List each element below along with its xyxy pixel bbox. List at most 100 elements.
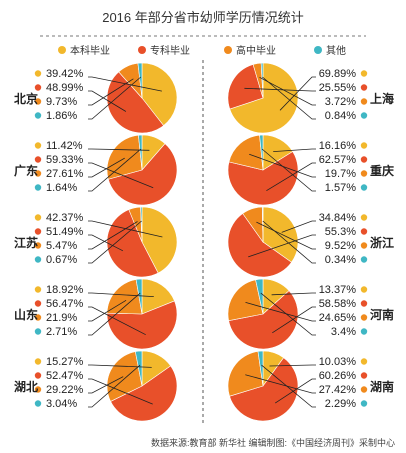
value-dot bbox=[34, 112, 42, 119]
value-label: 27.42% bbox=[319, 384, 357, 396]
value-label: 55.3% bbox=[325, 226, 356, 238]
value-dot bbox=[34, 386, 42, 393]
value-dot bbox=[360, 286, 368, 293]
leader-line bbox=[281, 220, 316, 233]
pie-湖北: 15.27% 52.47% 29.22% 3.04% 湖北 bbox=[14, 350, 178, 422]
value-dot bbox=[34, 98, 42, 105]
value-label: 9.52% bbox=[325, 240, 356, 252]
pie-slice bbox=[135, 278, 143, 315]
value-dot bbox=[360, 70, 368, 77]
leader-line bbox=[248, 234, 316, 258]
pie-slice bbox=[137, 62, 143, 99]
value-dot bbox=[34, 400, 42, 407]
value-label: 2.71% bbox=[46, 326, 77, 338]
value-label: 19.7% bbox=[325, 168, 356, 180]
legend-label: 其他 bbox=[326, 44, 346, 57]
leader-line bbox=[88, 148, 150, 151]
region-name: 上海 bbox=[370, 91, 394, 106]
leader-line bbox=[88, 299, 127, 322]
value-dot bbox=[360, 156, 368, 163]
legend-swatch bbox=[138, 46, 146, 54]
leader-line bbox=[88, 157, 125, 178]
pie-上海: 69.89% 25.55% 3.72% 0.84% 上海 bbox=[227, 62, 394, 134]
pie-slice bbox=[228, 290, 299, 350]
value-dot bbox=[34, 170, 42, 177]
leader-line bbox=[88, 76, 142, 120]
legend-swatch bbox=[224, 46, 232, 54]
leader-line bbox=[88, 292, 154, 297]
leader-line bbox=[88, 221, 138, 250]
pie-slice bbox=[227, 213, 292, 278]
leader-line bbox=[245, 302, 316, 322]
value-dot bbox=[360, 314, 368, 321]
value-label: 3.72% bbox=[325, 96, 356, 108]
pie-slice bbox=[140, 206, 143, 243]
value-label: 25.55% bbox=[319, 82, 357, 94]
value-dot bbox=[34, 142, 42, 149]
region-name: 广东 bbox=[14, 163, 38, 178]
value-label: 16.16% bbox=[319, 140, 357, 152]
value-label: 52.47% bbox=[46, 370, 84, 382]
value-label: 21.9% bbox=[46, 312, 77, 324]
value-dot bbox=[360, 112, 368, 119]
value-dot bbox=[34, 84, 42, 91]
value-dot bbox=[34, 156, 42, 163]
value-label: 0.34% bbox=[325, 254, 356, 266]
value-label: 34.84% bbox=[319, 212, 357, 224]
value-dot bbox=[360, 242, 368, 249]
value-label: 11.42% bbox=[46, 140, 83, 152]
pie-slice bbox=[229, 357, 299, 422]
value-dot bbox=[34, 314, 42, 321]
pie-slice bbox=[262, 206, 299, 263]
value-label: 0.67% bbox=[46, 254, 77, 266]
leader-line bbox=[88, 306, 146, 336]
leader-line bbox=[88, 76, 162, 92]
leader-line bbox=[279, 76, 316, 111]
pie-slice bbox=[135, 350, 143, 387]
value-dot bbox=[360, 256, 368, 263]
value-label: 3.4% bbox=[331, 326, 356, 338]
pie-slice bbox=[261, 206, 264, 243]
value-dot bbox=[34, 358, 42, 365]
leader-line bbox=[88, 364, 141, 408]
pie-slice bbox=[138, 134, 143, 171]
pie-slice bbox=[229, 62, 299, 134]
pie-slice bbox=[141, 206, 178, 274]
legend: 本科毕业 专科毕业 高中毕业 其他 bbox=[40, 35, 366, 57]
value-label: 48.99% bbox=[46, 82, 84, 94]
region-name: 湖南 bbox=[370, 379, 394, 394]
pie-slice bbox=[259, 134, 264, 171]
value-label: 15.27% bbox=[46, 356, 84, 368]
value-dot bbox=[360, 184, 368, 191]
value-dot bbox=[360, 328, 368, 335]
leader-line bbox=[261, 148, 316, 192]
value-label: 1.64% bbox=[46, 182, 77, 194]
value-label: 2.29% bbox=[325, 398, 356, 410]
value-label: 5.47% bbox=[46, 240, 77, 252]
value-dot bbox=[34, 372, 42, 379]
pie-slice bbox=[257, 350, 264, 387]
value-label: 39.42% bbox=[46, 68, 84, 80]
value-label: 29.22% bbox=[46, 384, 84, 396]
pie-charts: 39.42% 48.99% 9.73% 1.86% 北京 11.42% 59.33% 27.6… bbox=[14, 62, 394, 422]
region-name: 重庆 bbox=[370, 163, 394, 178]
pie-slice bbox=[227, 279, 264, 322]
leader-line bbox=[88, 90, 127, 112]
region-name: 山东 bbox=[14, 307, 38, 322]
pie-slice bbox=[227, 64, 264, 110]
pie-slice bbox=[110, 365, 178, 422]
value-dot bbox=[360, 98, 368, 105]
leader-line bbox=[88, 292, 141, 336]
source-note: 数据来源:教育部 新华社 编辑制图:《中国经济周刊》采制中心 bbox=[151, 437, 395, 448]
value-dot bbox=[360, 84, 368, 91]
legend-swatch bbox=[58, 46, 66, 54]
value-label: 10.03% bbox=[319, 356, 357, 368]
leader-line bbox=[273, 148, 316, 152]
value-label: 59.33% bbox=[46, 154, 84, 166]
value-dot bbox=[34, 256, 42, 263]
legend-label: 专科毕业 bbox=[150, 44, 190, 57]
pie-slice bbox=[255, 278, 264, 315]
leader-line bbox=[88, 162, 154, 189]
